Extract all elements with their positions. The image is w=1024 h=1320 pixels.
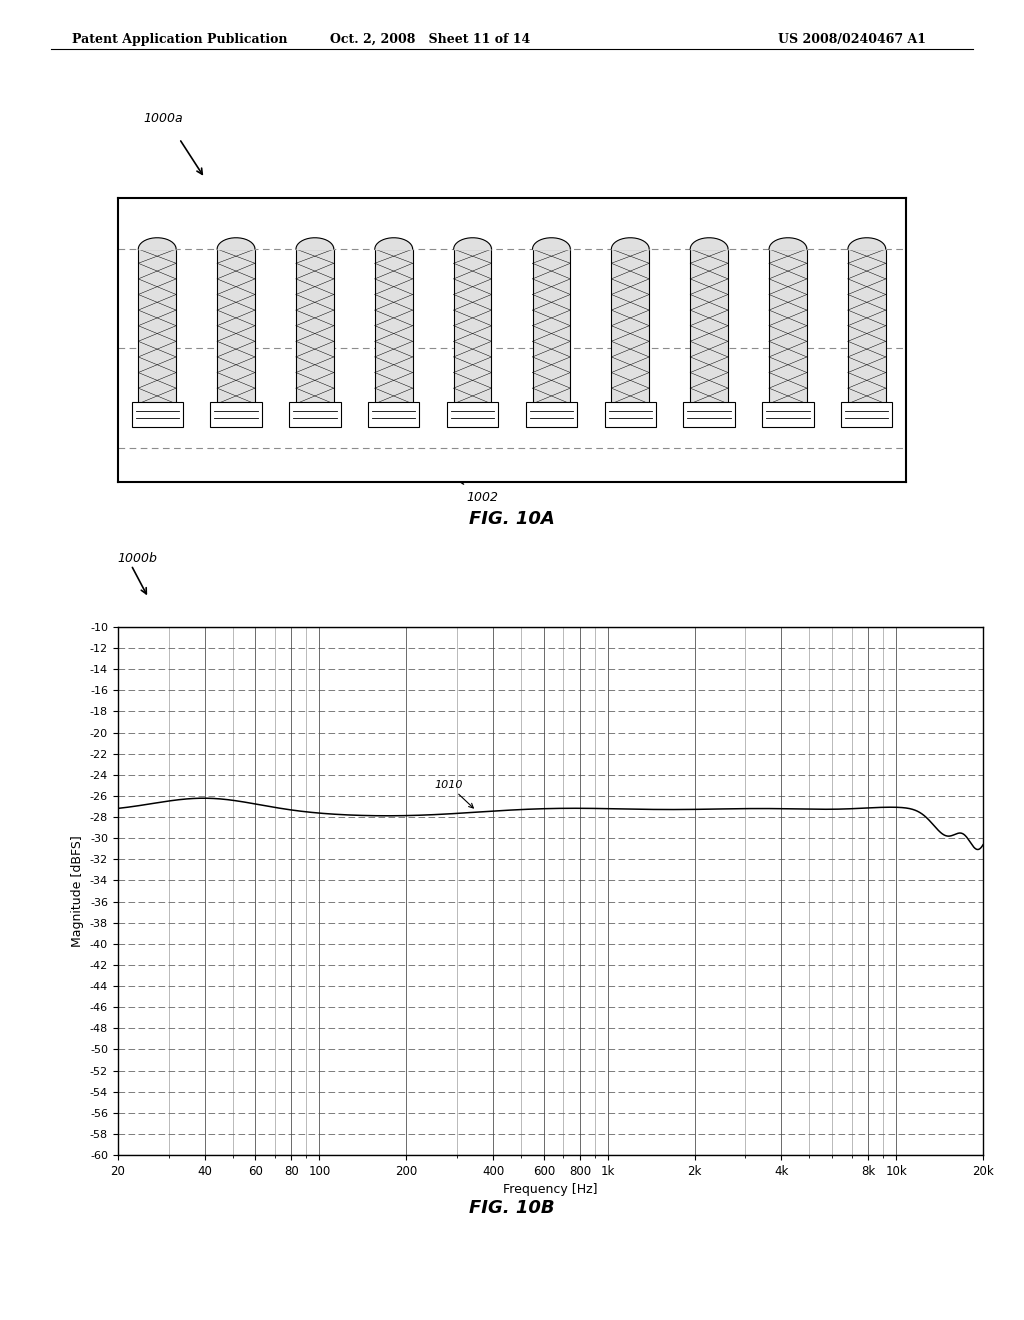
Text: Patent Application Publication: Patent Application Publication xyxy=(72,33,287,46)
Y-axis label: Magnitude [dBFS]: Magnitude [dBFS] xyxy=(72,836,84,946)
Bar xyxy=(683,403,735,426)
Bar xyxy=(289,403,341,426)
Bar xyxy=(296,249,334,420)
Bar xyxy=(848,249,886,420)
Text: US 2008/0240467 A1: US 2008/0240467 A1 xyxy=(778,33,927,46)
Text: FIG. 10B: FIG. 10B xyxy=(469,1199,555,1217)
Text: 1000a: 1000a xyxy=(143,112,183,125)
Bar xyxy=(690,249,728,420)
Bar xyxy=(532,249,570,420)
Bar xyxy=(604,403,656,426)
Text: FIG. 10A: FIG. 10A xyxy=(469,510,555,528)
Bar xyxy=(841,403,893,426)
Bar xyxy=(210,403,262,426)
Bar xyxy=(131,403,183,426)
Bar xyxy=(454,249,492,420)
Bar xyxy=(611,249,649,420)
Bar xyxy=(769,249,807,420)
Bar xyxy=(446,403,499,426)
Text: 1002: 1002 xyxy=(466,491,498,504)
Bar xyxy=(525,403,578,426)
X-axis label: Frequency [Hz]: Frequency [Hz] xyxy=(503,1183,598,1196)
Text: 1000b: 1000b xyxy=(118,552,158,565)
Bar xyxy=(762,403,814,426)
Text: 1010: 1010 xyxy=(434,780,473,808)
Bar xyxy=(375,249,413,420)
Bar xyxy=(368,403,420,426)
Bar xyxy=(217,249,255,420)
Text: Oct. 2, 2008   Sheet 11 of 14: Oct. 2, 2008 Sheet 11 of 14 xyxy=(330,33,530,46)
Bar xyxy=(138,249,176,420)
